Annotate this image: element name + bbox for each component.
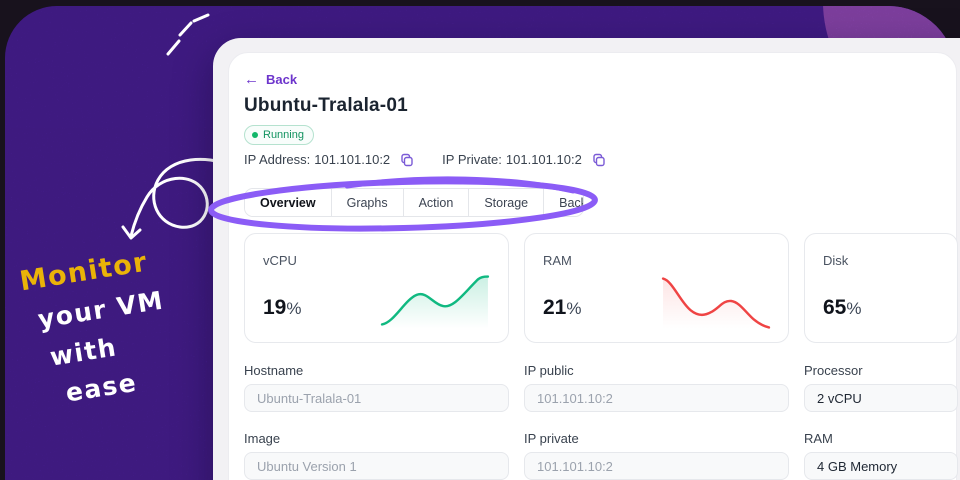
field-label: IP public [524,363,574,378]
vm-detail-card: ← Back Ubuntu-Tralala-01 Running IP Addr… [208,52,958,480]
stat-label: RAM [543,253,572,268]
ip-private-input[interactable] [524,452,789,480]
vcpu-sparkline-chart [380,275,490,329]
ip-private-label: IP Private: [442,152,502,167]
tagline: Monitor your VM with ease [17,232,229,418]
back-button[interactable]: ← Back [244,72,297,87]
stat-value: 65% [823,296,862,319]
stat-card-vcpu: vCPU 19% [244,233,509,343]
dashboard-frame: ← Back Ubuntu-Tralala-01 Running IP Addr… [208,38,960,480]
form-row: Hostname IP public Processor [244,363,958,412]
ip-public-input[interactable] [524,384,789,412]
tab-graphs[interactable]: Graphs [331,189,404,216]
field-ip-public: IP public [524,363,789,412]
stat-card-disk: Disk 65% [804,233,958,343]
field-label: IP private [524,431,579,446]
hostname-input[interactable] [244,384,509,412]
copy-icon[interactable] [592,153,606,167]
tab-bar: Overview Graphs Action Storage Backup [244,188,584,217]
tab-action[interactable]: Action [403,189,470,216]
tab-storage[interactable]: Storage [469,189,545,216]
ip-address: IP Address: 101.101.10:2 [244,152,414,167]
field-ip-private: IP private [524,431,789,480]
back-arrow-icon: ← [244,71,259,88]
field-label: Processor [804,363,863,378]
tab-backup[interactable]: Backup [544,189,583,216]
stats-row: vCPU 19% RAM [244,233,958,343]
back-label: Back [266,72,298,87]
tab-overview[interactable]: Overview [245,189,332,216]
ram-input[interactable] [804,452,958,480]
image-input[interactable] [244,452,509,480]
stat-label: vCPU [263,253,297,268]
form-row: Image IP private RAM [244,431,958,480]
ip-address-label: IP Address: [244,152,311,167]
field-hostname: Hostname [244,363,509,412]
field-image: Image [244,431,509,480]
page-title: Ubuntu-Tralala-01 [244,95,408,116]
stat-label: Disk [823,253,849,268]
processor-input[interactable] [804,384,958,412]
stat-value: 21% [543,296,582,319]
ip-info-row: IP Address: 101.101.10:2 IP Private: 101… [244,152,606,167]
field-label: Hostname [244,363,304,378]
field-label: Image [244,431,281,446]
ip-private: IP Private: 101.101.10:2 [442,152,606,167]
status-label: Running [263,129,304,141]
ip-private-value: 101.101.10:2 [505,152,582,167]
stat-card-ram: RAM 21% [524,233,789,343]
field-processor: Processor [804,363,958,412]
field-ram: RAM [804,431,958,480]
ram-sparkline-chart [661,277,771,329]
ip-address-value: 101.101.10:2 [314,152,391,167]
copy-icon[interactable] [400,153,414,167]
status-dot-icon [252,132,258,138]
field-label: RAM [804,431,833,446]
stat-value: 19% [263,296,302,319]
status-badge: Running [244,125,314,145]
